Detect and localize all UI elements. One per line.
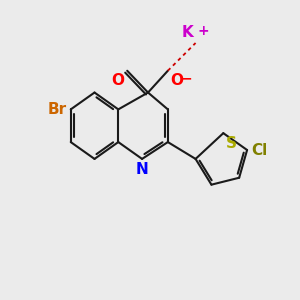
Text: Cl: Cl	[251, 142, 267, 158]
Text: S: S	[226, 136, 237, 151]
Text: O: O	[170, 73, 183, 88]
Text: +: +	[198, 24, 209, 38]
Text: O: O	[111, 73, 124, 88]
Text: −: −	[181, 72, 192, 86]
Text: Br: Br	[48, 102, 67, 117]
Text: N: N	[136, 162, 148, 177]
Text: K: K	[182, 25, 194, 40]
